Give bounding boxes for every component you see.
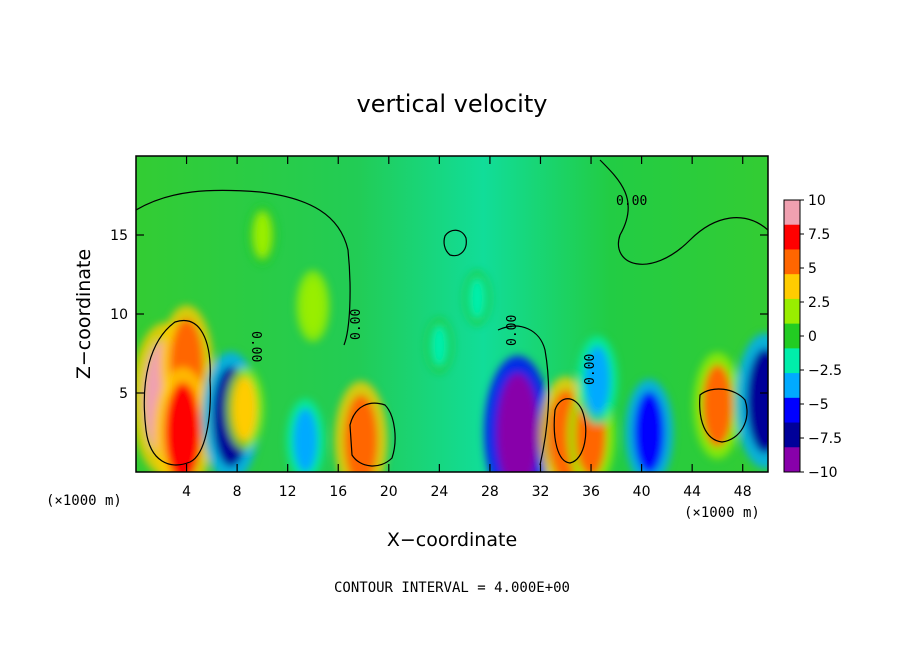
colorbar-segment-8 bbox=[784, 397, 800, 424]
colorbar-label-7: −7.5 bbox=[808, 431, 842, 447]
x-tick-label-7: 32 bbox=[532, 484, 550, 500]
velocity-field bbox=[136, 205, 768, 472]
colorbar-label-0: 10 bbox=[808, 193, 826, 209]
zero-contour-far-right bbox=[699, 388, 748, 443]
field-core-5 bbox=[293, 408, 318, 472]
x-tick-label-0: 4 bbox=[182, 484, 191, 500]
contour-interval: CONTOUR INTERVAL = 4.000E+00 bbox=[334, 580, 570, 596]
x-unit-label: (×1000 m) bbox=[684, 505, 760, 521]
y-tick-label-1: 10 bbox=[110, 307, 128, 323]
zero-contour-upper bbox=[136, 189, 351, 346]
colorbar-segment-6 bbox=[784, 348, 800, 374]
colorbar-segment-4 bbox=[784, 298, 800, 325]
colorbar-label-3: 2.5 bbox=[808, 295, 830, 311]
field-core-7 bbox=[496, 373, 539, 472]
field-core-6 bbox=[344, 394, 378, 472]
zero-contour-right-blob bbox=[553, 398, 587, 464]
field-core-12 bbox=[702, 364, 733, 447]
contour-label-2: 0.00 bbox=[616, 194, 647, 209]
colorbar-segment-10 bbox=[784, 447, 800, 473]
x-tick-label-2: 12 bbox=[279, 484, 297, 500]
x-tick-label-11: 48 bbox=[734, 484, 752, 500]
contour-label-4: 0.00 bbox=[583, 354, 598, 385]
colorbar-segment-5 bbox=[784, 323, 800, 349]
field-core-16 bbox=[431, 324, 448, 367]
x-tick-label-9: 40 bbox=[633, 484, 651, 500]
zero-contour-right bbox=[599, 159, 768, 265]
y-tick-label-0: 5 bbox=[119, 386, 128, 402]
colorbar-segment-0 bbox=[784, 200, 800, 226]
y-tick-label-2: 15 bbox=[110, 228, 128, 244]
contour-label-5: 0.00 bbox=[248, 331, 263, 362]
field-core-15 bbox=[253, 212, 272, 258]
colorbar-segment-1 bbox=[784, 224, 800, 250]
colorbar-segment-2 bbox=[784, 249, 800, 275]
y-axis-label: Z−coordinate bbox=[73, 249, 95, 379]
colorbar-segment-3 bbox=[784, 274, 800, 300]
x-tick-label-8: 36 bbox=[582, 484, 600, 500]
contour-label-1: 0.00 bbox=[349, 309, 364, 340]
zero-contour-island bbox=[443, 229, 467, 257]
contour-label-3: 0.00 bbox=[505, 315, 520, 346]
colorbar-label-4: 0 bbox=[808, 329, 817, 345]
colorbar-label-5: −2.5 bbox=[808, 363, 842, 379]
colorbar-label-1: 7.5 bbox=[808, 227, 830, 243]
y-axis: 5 10 15 bbox=[110, 228, 768, 402]
chart-title: vertical velocity bbox=[357, 90, 548, 118]
contour-labels: 0.00 0.00 0.00 0.00 0.00 bbox=[248, 194, 647, 385]
zero-contour-mid-blob bbox=[349, 402, 396, 467]
field-core-14 bbox=[302, 278, 324, 334]
zero-contour-center bbox=[497, 325, 550, 466]
y-unit-label: (×1000 m) bbox=[46, 493, 122, 509]
colorbar-label-8: −10 bbox=[808, 465, 838, 481]
x-tick-label-6: 28 bbox=[481, 484, 499, 500]
field-core-10 bbox=[584, 346, 611, 415]
colorbar-label-6: −5 bbox=[808, 397, 829, 413]
colorbar: 10 7.5 5 2.5 0 −2.5 −5 −7.5 −10 bbox=[783, 193, 842, 481]
x-axis: 4 8 12 16 20 24 28 32 36 40 44 48 bbox=[182, 156, 752, 500]
zero-contour-left-blob bbox=[143, 320, 211, 466]
x-tick-label-10: 44 bbox=[683, 484, 701, 500]
colorbar-segment-9 bbox=[784, 422, 800, 448]
x-tick-label-3: 16 bbox=[329, 484, 347, 500]
field-core-4 bbox=[232, 376, 257, 441]
colorbar-segment-7 bbox=[784, 373, 800, 399]
colorbar-label-2: 5 bbox=[808, 261, 817, 277]
field-core-17 bbox=[469, 277, 486, 319]
plot-area: 0.00 0.00 0.00 0.00 0.00 bbox=[136, 156, 768, 472]
x-tick-label-4: 20 bbox=[380, 484, 398, 500]
x-axis-label: X−coordinate bbox=[387, 529, 517, 551]
x-tick-label-1: 8 bbox=[233, 484, 242, 500]
field-core-13 bbox=[746, 348, 768, 454]
field-core-11 bbox=[634, 391, 665, 472]
zero-contours bbox=[136, 159, 768, 467]
x-tick-label-5: 24 bbox=[430, 484, 448, 500]
field-core-2 bbox=[164, 382, 201, 472]
